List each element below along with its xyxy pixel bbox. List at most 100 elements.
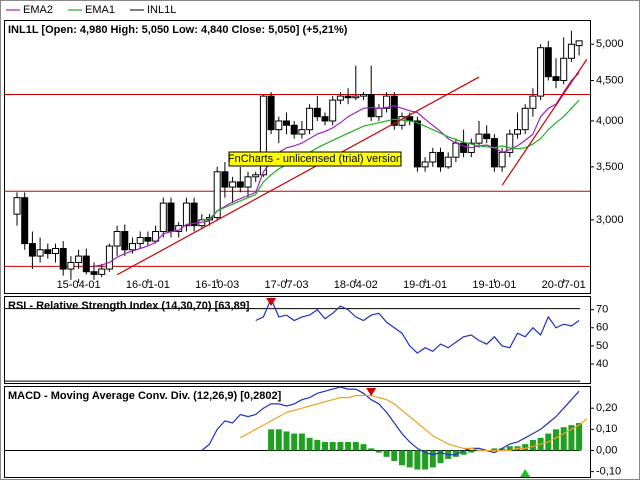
candle-body [313,107,321,118]
candle-body [390,95,398,126]
title-bg [5,22,277,38]
ema-line [201,99,580,221]
candle-body [367,94,375,118]
candle-body [552,76,560,81]
candle-body [236,181,244,188]
trend-line [116,76,480,276]
x-tick-label: 15-04-01 [57,279,101,291]
y-tick-label: 70 [596,304,608,316]
candle-body [460,142,468,153]
histogram-bar [391,450,398,462]
candle-body [298,129,306,135]
candle-body [75,255,83,263]
histogram-bar [452,450,459,457]
trend-line [501,59,588,186]
x-tick-label: 19-01-01 [403,279,447,291]
y-tick-label: 5,000 [596,38,624,50]
candle-body [267,95,275,131]
histogram-bar [368,448,375,451]
histogram-bar [491,448,498,451]
histogram-bar [576,422,583,451]
candle-body [521,107,529,131]
signal-marker [520,469,531,477]
candle-body [121,231,129,251]
macd-line [201,386,580,456]
candle-body [159,202,167,233]
legend-label: EMA1 [85,4,115,16]
candle-body [167,202,175,233]
candle-body [213,171,221,219]
ema-line [93,72,580,267]
y-tick-label: 4,500 [596,74,624,86]
histogram-bar [460,450,467,455]
candle-body [144,236,152,242]
candle-body [475,133,483,144]
candle-body [429,151,437,163]
candle-body [336,95,344,101]
histogram-bar [406,450,413,468]
candle-body [129,243,136,251]
histogram-bar [375,450,382,453]
candle-body [82,255,90,273]
candle-body [113,231,121,247]
candle-body [190,202,198,227]
candle-body [306,107,314,131]
y-tick-label: 0,20 [596,402,617,414]
panel-title: MACD - Moving Average Conv. Div. (12,26,… [8,390,282,402]
candle-body [152,231,160,242]
y-tick-label: 50 [596,340,608,352]
x-tick-label: 16-01-01 [126,279,170,291]
candle-body [36,249,44,257]
candle-body [98,268,106,275]
candle-body [59,248,67,270]
x-tick-label: 16-10-03 [195,279,239,291]
candle-body [67,261,75,270]
candle-body [344,95,352,99]
candle-body [90,271,98,275]
candle-body [44,249,52,255]
candle-body [275,120,283,131]
histogram-bar [306,437,313,451]
macd-line [240,394,588,452]
candle-body [21,197,29,245]
histogram-bar [422,450,429,470]
rsi-panel [4,296,591,384]
candle-body [537,47,545,97]
candle-body [514,129,521,135]
candle-body [560,57,568,81]
y-tick-label: 3,500 [596,161,624,173]
histogram-bar [529,439,536,451]
histogram-bar [414,450,421,470]
histogram-bar [560,427,567,451]
histogram-bar [291,433,298,451]
candle-body [329,99,337,122]
histogram-bar [383,450,390,457]
rsi-line [255,297,580,354]
histogram-bar [314,439,321,451]
candle-body [136,236,144,245]
watermark-box [228,151,402,167]
histogram-bar [360,444,367,451]
y-tick-label: 0,00 [596,444,617,456]
x-tick-label: 17-07-03 [264,279,308,291]
y-tick-label: 3,000 [596,214,624,226]
watermark: FnCharts - unlicensed (trial) version [228,153,402,165]
candle-body [383,95,391,109]
y-tick-label: -0,10 [596,466,621,478]
candle-body [360,94,367,97]
candle-body [437,151,444,168]
candle-body [182,202,190,227]
candle-body [444,156,452,168]
candle-body [498,151,506,168]
candle-body [221,171,229,188]
histogram-bar [329,442,336,451]
histogram-bar [553,429,559,451]
histogram-bar [345,442,352,451]
candle-body [28,243,36,257]
histogram-bar [429,450,436,468]
candle-body [544,47,552,78]
histogram-bar [522,444,529,451]
candle-body [229,181,237,188]
histogram-bar [468,450,475,453]
